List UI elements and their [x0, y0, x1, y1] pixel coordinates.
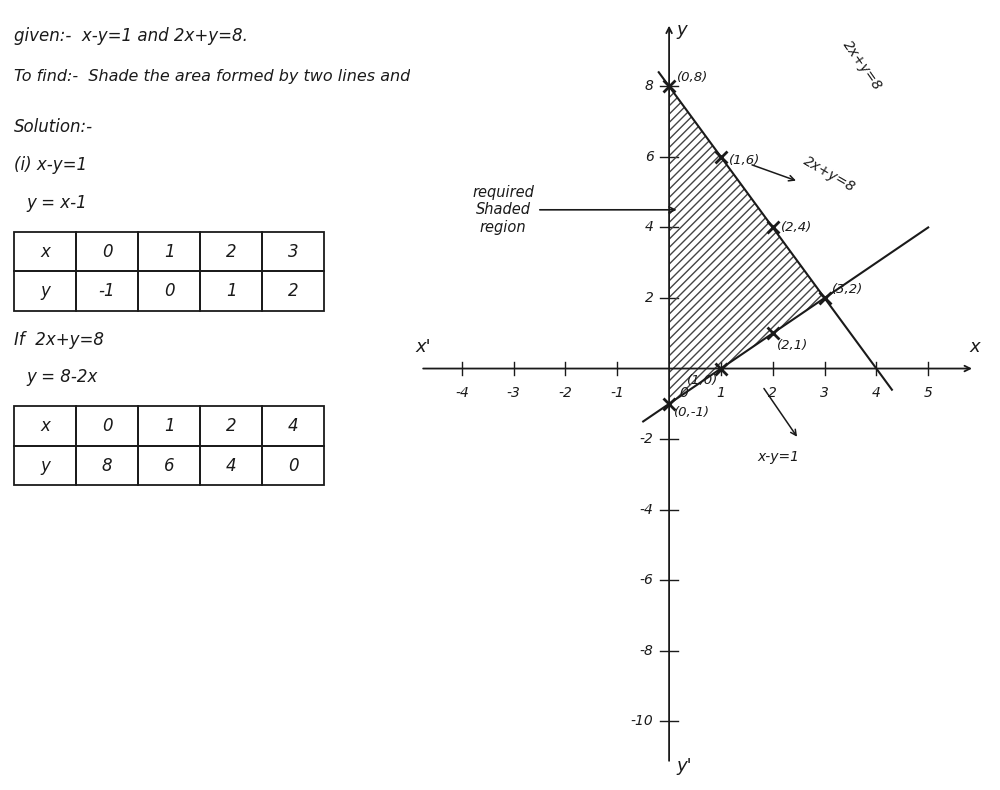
Text: If  2x+y=8: If 2x+y=8: [14, 330, 104, 348]
Text: 6: 6: [164, 457, 174, 475]
Text: 0: 0: [164, 282, 174, 300]
Text: 4: 4: [226, 457, 236, 475]
Text: 3: 3: [288, 243, 298, 261]
Text: -6: -6: [640, 574, 654, 587]
Text: (2,4): (2,4): [780, 221, 812, 234]
Bar: [14, 272, 76, 310]
Text: 8: 8: [645, 79, 654, 93]
Text: -1: -1: [610, 386, 624, 401]
Text: 2: 2: [226, 417, 236, 435]
Bar: [14, 406, 76, 446]
Text: To find:-  Shade the area formed by two lines and y-axis: To find:- Shade the area formed by two l…: [14, 69, 462, 84]
Text: (0,8): (0,8): [677, 71, 708, 84]
Text: 1: 1: [716, 386, 725, 401]
Bar: [200, 406, 262, 446]
Bar: [200, 232, 262, 272]
Text: -4: -4: [455, 386, 469, 401]
Text: x: x: [40, 243, 50, 261]
Text: 2: 2: [768, 386, 777, 401]
Bar: [262, 446, 324, 485]
Bar: [200, 272, 262, 310]
Text: -8: -8: [640, 644, 654, 658]
Text: (3,2): (3,2): [832, 283, 864, 295]
Bar: [200, 446, 262, 485]
Text: 2x+y=8: 2x+y=8: [840, 38, 885, 93]
Text: 1: 1: [164, 417, 174, 435]
Text: x-y=1: x-y=1: [757, 450, 799, 464]
Bar: [262, 232, 324, 272]
Text: y: y: [40, 282, 50, 300]
Text: 2: 2: [645, 291, 654, 305]
Text: 3: 3: [820, 386, 829, 401]
Text: y: y: [677, 21, 687, 39]
Bar: [14, 446, 76, 485]
Bar: [262, 272, 324, 310]
Text: 4: 4: [872, 386, 881, 401]
Text: 6: 6: [645, 150, 654, 164]
Text: x: x: [40, 417, 50, 435]
Text: 2x+y=8: 2x+y=8: [801, 154, 858, 195]
Text: (2,1): (2,1): [777, 339, 808, 352]
Bar: [138, 446, 200, 485]
Text: (i) x-y=1: (i) x-y=1: [14, 156, 87, 174]
Text: -4: -4: [640, 502, 654, 517]
Text: Solution:-: Solution:-: [14, 118, 93, 136]
Bar: [138, 406, 200, 446]
Text: x: x: [970, 338, 980, 356]
Text: x': x': [415, 338, 431, 356]
Text: 4: 4: [288, 417, 298, 435]
Text: 8: 8: [102, 457, 112, 475]
Text: 2: 2: [226, 243, 236, 261]
Bar: [76, 272, 138, 310]
Text: 0: 0: [102, 417, 112, 435]
Text: given:-  x-y=1 and 2x+y=8.: given:- x-y=1 and 2x+y=8.: [14, 27, 248, 45]
Bar: [262, 406, 324, 446]
Text: -3: -3: [507, 386, 521, 401]
Bar: [76, 232, 138, 272]
Text: (1,0): (1,0): [687, 374, 718, 387]
Text: 0: 0: [679, 386, 688, 401]
Text: -2: -2: [640, 432, 654, 446]
Text: (0,-1): (0,-1): [674, 406, 710, 419]
Text: (1,6): (1,6): [729, 154, 760, 167]
Text: -10: -10: [631, 714, 654, 728]
Bar: [138, 232, 200, 272]
Text: 4: 4: [645, 220, 654, 235]
Bar: [76, 406, 138, 446]
Bar: [138, 272, 200, 310]
Text: 2: 2: [288, 282, 298, 300]
Text: y = 8-2x: y = 8-2x: [26, 368, 97, 386]
Text: 0: 0: [288, 457, 298, 475]
Text: y: y: [40, 457, 50, 475]
Text: 5: 5: [924, 386, 933, 401]
Text: -1: -1: [99, 282, 115, 300]
Text: required
Shaded
region: required Shaded region: [472, 185, 675, 235]
Text: -2: -2: [559, 386, 572, 401]
Text: 1: 1: [164, 243, 174, 261]
Text: 1: 1: [226, 282, 236, 300]
Bar: [76, 446, 138, 485]
Text: 0: 0: [102, 243, 112, 261]
Bar: [14, 232, 76, 272]
Text: y = x-1: y = x-1: [26, 194, 87, 212]
Text: y': y': [677, 757, 692, 774]
